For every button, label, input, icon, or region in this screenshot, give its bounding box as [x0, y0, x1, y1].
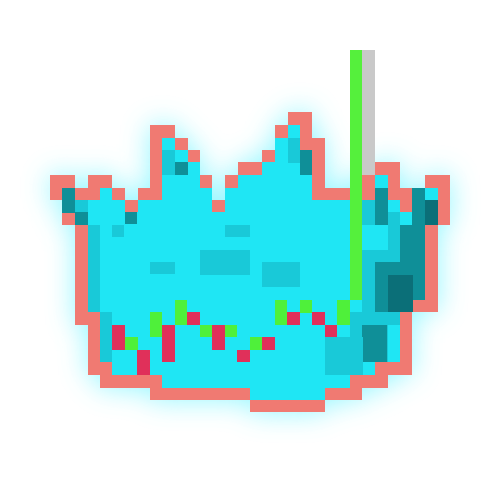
shade-pixel: [162, 150, 175, 175]
jewel-band: [112, 300, 350, 375]
shade-pixel: [112, 225, 124, 237]
jewel-pixel: [237, 350, 250, 362]
jewel-pixel: [275, 300, 287, 325]
shade-pixel: [88, 225, 100, 312]
jewel-pixel: [125, 337, 138, 350]
jewel-pixel: [150, 312, 162, 337]
jewel-pixel: [162, 325, 175, 362]
jewel-pixel: [300, 300, 312, 313]
jewel-pixel: [312, 312, 325, 325]
shade-pixel: [375, 188, 388, 225]
stem-bar: [350, 50, 362, 300]
shade-pixel: [325, 337, 363, 375]
jewel-pixel: [250, 337, 262, 350]
shade-pixel: [388, 275, 413, 312]
jewel-pixel: [337, 300, 350, 325]
shade-pixel: [75, 212, 88, 225]
shade-pixel: [150, 262, 175, 274]
shade-pixel: [200, 250, 250, 275]
stem-base-pixel: [362, 175, 375, 200]
shade-pixel: [100, 312, 112, 362]
shade-pixel: [362, 325, 387, 362]
shade-pixel: [425, 200, 438, 225]
jewel-pixel: [200, 325, 212, 337]
shade-pixel: [362, 200, 375, 225]
jewel-pixel: [287, 312, 300, 325]
jewel-pixel: [187, 312, 200, 325]
shade-pixel: [300, 150, 312, 175]
shade-pixel: [412, 188, 425, 225]
shade-pixel: [175, 162, 188, 175]
jewel-pixel: [212, 325, 225, 350]
green-stem-bar: [350, 50, 375, 300]
shade-pixel: [288, 138, 300, 163]
shade-pixel: [125, 212, 137, 224]
shade-pixel: [262, 262, 300, 287]
crown-body: [50, 112, 450, 412]
jewel-pixel: [225, 325, 237, 337]
shade-pixel: [62, 188, 75, 213]
jewel-pixel: [137, 350, 150, 375]
shade-pixel: [225, 225, 250, 237]
jewel-pixel: [262, 337, 275, 350]
jewel-pixel: [175, 300, 187, 325]
stem-shadow: [362, 50, 375, 188]
jewel-pixel: [112, 325, 125, 350]
jewel-pixel: [325, 325, 337, 337]
